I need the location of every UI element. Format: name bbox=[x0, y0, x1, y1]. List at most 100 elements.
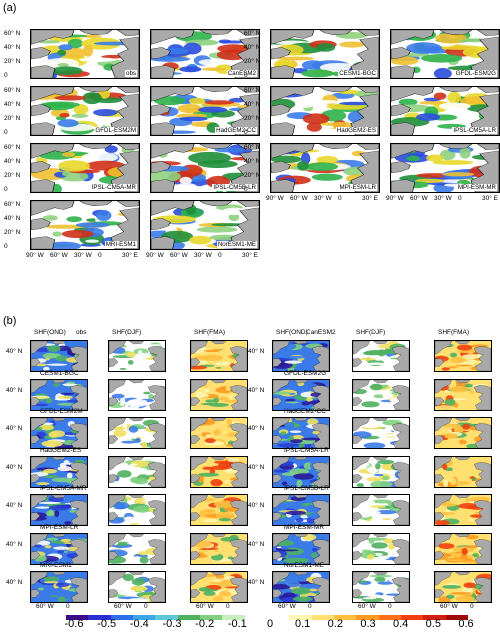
row-name-left: HadGEM2-ES bbox=[40, 446, 82, 454]
lon-tick: 0 bbox=[338, 195, 342, 202]
colorbar-tick: 0.4 bbox=[393, 618, 409, 630]
colorbar-swatch bbox=[289, 615, 312, 620]
lon-tick: 60° W bbox=[50, 252, 68, 259]
colorbar-tick: 0.2 bbox=[327, 618, 343, 630]
colorbar-tick: 0.6 bbox=[458, 618, 474, 630]
lat-tick: 40° N bbox=[4, 158, 21, 165]
lat-tick: 40° N bbox=[248, 579, 265, 586]
model-label: CESM1-BGC bbox=[338, 70, 377, 77]
lon-tick: 30° W bbox=[194, 252, 212, 259]
lat-tick: 0 bbox=[244, 186, 248, 193]
shf-map bbox=[190, 340, 248, 372]
map-gfdl-esm2g: GFDL-ESM2G bbox=[390, 29, 500, 79]
shf-map bbox=[352, 378, 410, 411]
row-name-right: NorESM1-ME bbox=[284, 562, 325, 569]
colorbar-tick: -0.2 bbox=[195, 618, 215, 630]
row-name-left: obs bbox=[76, 329, 87, 336]
lon-tick: 90° W bbox=[146, 252, 164, 259]
shf-map bbox=[352, 532, 410, 565]
colorbar-swatch bbox=[445, 615, 468, 620]
lat-tick: 40° N bbox=[248, 540, 265, 548]
shf-map bbox=[272, 455, 330, 488]
map-canesm2: CanESM2 bbox=[150, 29, 260, 79]
map-mpi-esm-mr: MPI-ESM-MR bbox=[390, 143, 500, 193]
lon-tick: 30° W bbox=[434, 195, 452, 202]
lon-tick: 30° E bbox=[362, 195, 378, 202]
row-name-right: IPSL-CM5B-LR bbox=[284, 485, 329, 492]
lat-tick: 0 bbox=[4, 72, 8, 79]
colorbar bbox=[66, 615, 468, 620]
lon-tick: 60° W bbox=[196, 603, 214, 610]
lat-tick: 40° N bbox=[6, 386, 23, 394]
map-cesm1-bgc: CESM1-BGC bbox=[270, 29, 380, 79]
lat-tick: 20° N bbox=[244, 115, 261, 122]
lat-tick: 40° N bbox=[248, 502, 265, 509]
lat-tick: 40° N bbox=[248, 463, 265, 471]
map-mri-esm1: MRI-ESM1 bbox=[30, 200, 140, 250]
lat-tick: 60° N bbox=[244, 30, 261, 37]
lat-tick: 40° N bbox=[6, 540, 23, 548]
map-obs: obs bbox=[30, 29, 140, 79]
shf-map bbox=[352, 417, 410, 449]
lat-tick: 0 bbox=[4, 129, 8, 136]
panel-a-label: (a) bbox=[3, 2, 17, 14]
map-mpi-esm-lr: MPI-ESM-LR bbox=[270, 143, 380, 193]
map-ipsl-cm5a-lr: IPSL-CM5A-LR bbox=[390, 86, 500, 136]
shf-map bbox=[352, 571, 410, 603]
lat-tick: 60° N bbox=[244, 144, 261, 151]
shf-map bbox=[108, 532, 166, 565]
shf-map bbox=[30, 417, 88, 449]
colorbar-tick: 0.3 bbox=[360, 618, 376, 630]
lon-tick: 90° W bbox=[386, 195, 404, 202]
lon-tick: 0 bbox=[226, 603, 230, 610]
lat-tick: 40° N bbox=[248, 386, 265, 394]
colorbar-swatch bbox=[266, 615, 290, 620]
shf-map bbox=[434, 571, 492, 603]
lat-tick: 40° N bbox=[4, 101, 21, 108]
shf-map bbox=[434, 417, 492, 449]
lat-tick: 40° N bbox=[6, 348, 23, 355]
lat-tick: 20° N bbox=[4, 229, 21, 236]
shf-map bbox=[30, 340, 88, 372]
shf-map bbox=[108, 571, 166, 603]
lat-tick: 40° N bbox=[244, 44, 261, 51]
model-label: HadGEM2-CC bbox=[215, 127, 257, 134]
map-noresm1-me: NorESM1-ME bbox=[150, 200, 260, 250]
colorbar-swatch bbox=[199, 615, 223, 620]
shf-map bbox=[352, 494, 410, 526]
shf-map bbox=[272, 417, 330, 449]
colorbar-tick: -0.6 bbox=[64, 618, 84, 630]
lon-tick: 0 bbox=[144, 603, 148, 610]
colorbar-swatch bbox=[66, 615, 89, 620]
lon-tick: 30° E bbox=[242, 252, 258, 259]
lon-tick: 60° W bbox=[440, 603, 458, 610]
lat-tick: 20° N bbox=[244, 58, 261, 65]
lat-tick: 60° N bbox=[4, 87, 21, 94]
shf-map bbox=[108, 417, 166, 449]
map-gfdl-esm2m: GFDL-ESM2M bbox=[30, 86, 140, 136]
shf-map bbox=[272, 378, 330, 411]
lon-tick: 30° W bbox=[74, 252, 92, 259]
shf-map bbox=[190, 417, 248, 449]
shf-map bbox=[434, 378, 492, 411]
lon-tick: 60° W bbox=[410, 195, 428, 202]
shf-map bbox=[108, 340, 166, 372]
row-name-left: GFDL-ESM2M bbox=[40, 408, 83, 415]
colorbar-tick: -0.5 bbox=[97, 618, 117, 630]
shf-map bbox=[352, 340, 410, 372]
colorbar-swatch bbox=[88, 615, 111, 620]
shf-map bbox=[190, 494, 248, 526]
lat-tick: 40° N bbox=[244, 101, 261, 108]
row-name-left: CESM1-BGC bbox=[40, 369, 79, 377]
column-header: SHF(FMA) bbox=[194, 329, 226, 336]
column-header: SHF(OND) bbox=[276, 329, 308, 336]
colorbar-tick: -0.3 bbox=[162, 618, 182, 630]
colorbar-swatch bbox=[311, 615, 334, 620]
shf-map bbox=[108, 494, 166, 526]
shf-map bbox=[272, 340, 330, 372]
row-name-right: IPSL-CM5A-LR bbox=[284, 446, 329, 454]
lon-tick: 60° W bbox=[290, 195, 308, 202]
lat-tick: 20° N bbox=[244, 172, 261, 179]
lat-tick: 0 bbox=[4, 243, 8, 250]
lat-tick: 40° N bbox=[6, 463, 23, 471]
